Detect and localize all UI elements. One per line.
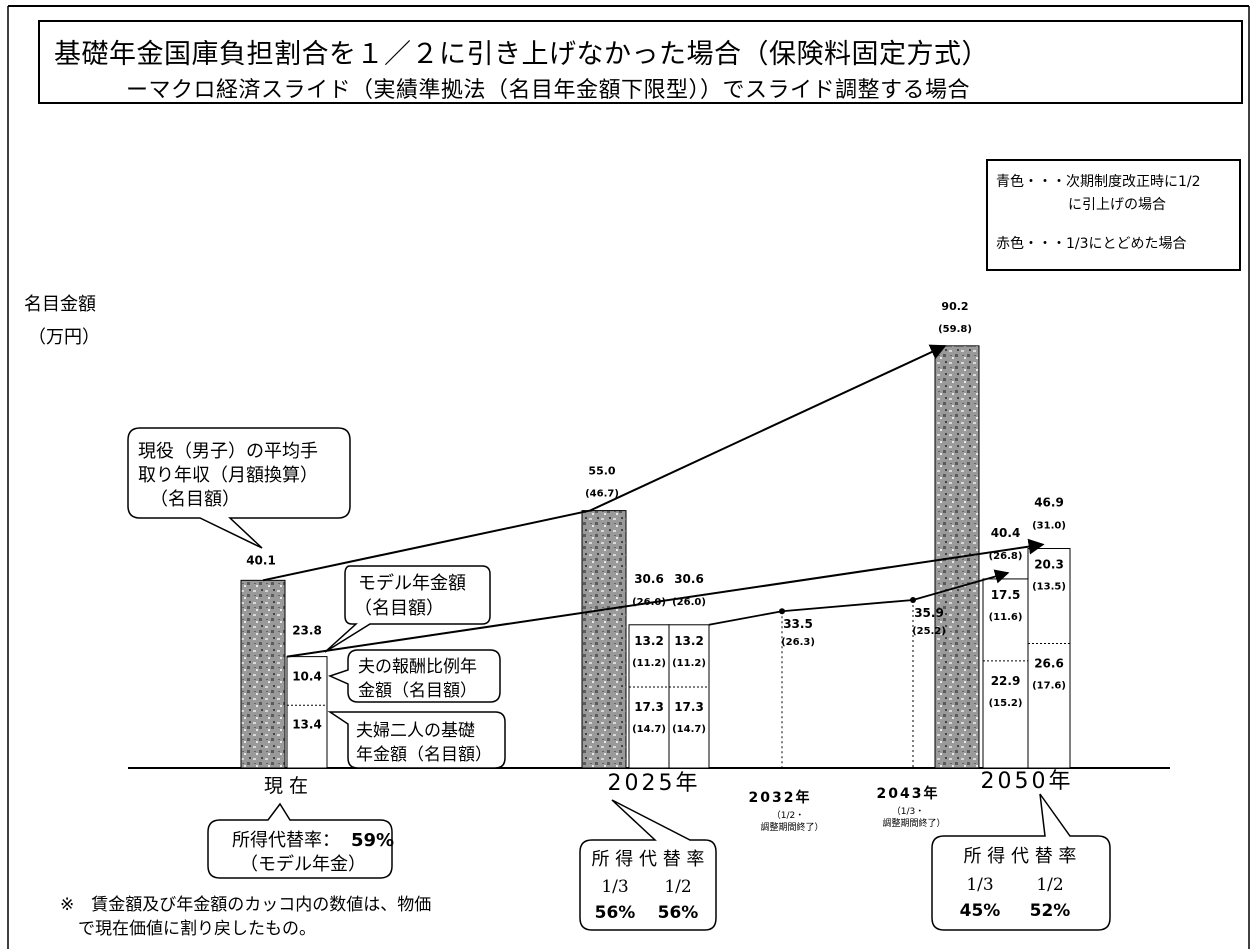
sub-label-2043: （1/3・	[892, 806, 925, 817]
pension-point-label: 33.5	[783, 617, 813, 631]
category-label-2032: 2032年	[749, 789, 812, 806]
callout-kiso-bubble	[327, 711, 506, 769]
pension-bar	[1027, 548, 1071, 769]
hoshu-label: 10.4	[292, 670, 322, 684]
callout-kiso-text: 夫婦二人の基礎	[356, 721, 475, 741]
pension-total-label: 46.9	[1034, 496, 1064, 510]
replacement-2025-value: 56%	[595, 903, 636, 923]
pension-trend-third	[708, 569, 1010, 626]
category-label-2043: 2043年	[877, 785, 940, 802]
replacement-2050-value: 45%	[960, 901, 1001, 921]
pension-point-sublabel: (26.3)	[781, 637, 815, 648]
callout-wage-text: 現役（男子）の平均手	[138, 441, 318, 462]
pension-total-label: 30.6	[634, 572, 664, 586]
hoshu-label: 17.5	[991, 588, 1021, 602]
kiso-label: 22.9	[991, 674, 1021, 688]
hoshu-sublabel: (11.6)	[989, 612, 1023, 623]
wage-bar-sublabel: (59.8)	[938, 324, 972, 335]
y-axis-unit: （万円）	[28, 327, 100, 348]
replacement-now-bubble	[207, 802, 393, 879]
hoshu-sublabel: (11.2)	[672, 658, 706, 669]
wage-bar-label: 55.0	[588, 465, 615, 478]
pension-total-label: 40.4	[991, 526, 1021, 540]
footnote-line2: で現在価値に割り戻したもの。	[78, 919, 316, 939]
pension-bar	[286, 656, 328, 769]
kiso-sublabel: (14.7)	[632, 724, 666, 735]
pension-point-label: 35.9	[914, 606, 944, 620]
callout-kiso-text: 年金額（名目額）	[356, 745, 492, 765]
callout-hoshu-bubble	[327, 649, 501, 703]
footnote-line1: ※ 賃金額及び年金額のカッコ内の数値は、物価	[60, 895, 432, 915]
replacement-now-line2: （モデル年金）	[240, 854, 366, 875]
legend-blue: 青色・・・次期制度改正時に1/2	[996, 174, 1201, 190]
kiso-label: 17.3	[674, 700, 704, 714]
pension-total-sublabel: (26.8)	[989, 551, 1023, 562]
sub-label-2032b: 調整期間終了）	[760, 821, 823, 833]
category-label-2025: 2025年	[608, 771, 701, 796]
hoshu-label: 20.3	[1034, 558, 1064, 572]
replacement-now-prefix: 所得代替率：	[232, 830, 340, 851]
pension-total-sublabel: (31.0)	[1032, 521, 1066, 532]
replacement-2025-case: 1/3	[601, 877, 628, 897]
hoshu-sublabel: (11.2)	[632, 658, 666, 669]
sub-label-2032: （1/2・	[772, 810, 805, 821]
legend-red: 赤色・・・1/3にとどめた場合	[996, 236, 1187, 252]
pension-bar	[628, 624, 670, 769]
callout-model-text: モデル年金額	[358, 573, 466, 594]
hoshu-label: 13.2	[634, 634, 664, 648]
pension-total-label: 30.6	[674, 572, 704, 586]
legend-blue-2: に引上げの場合	[1068, 197, 1166, 213]
kiso-sublabel: (17.6)	[1032, 681, 1066, 692]
legend: 青色・・・次期制度改正時に1/2 に引上げの場合 赤色・・・1/3にとどめた場合	[986, 159, 1241, 271]
y-axis-label: 名目金額	[24, 294, 96, 315]
callout-model-bubble	[324, 565, 491, 653]
replacement-2050-case: 1/3	[966, 875, 993, 895]
wage-bar-sublabel: (46.7)	[585, 489, 619, 500]
hoshu-sublabel: (13.5)	[1032, 582, 1066, 593]
hoshu-label: 13.2	[674, 634, 704, 648]
kiso-label: 17.3	[634, 700, 664, 714]
page-subtitle: ーマクロ経済スライド（実績準拠法（名目年金額下限型））でスライド調整する場合	[126, 78, 971, 103]
kiso-sublabel: (14.7)	[672, 724, 706, 735]
replacement-now-value: 59%	[351, 830, 394, 851]
wage-bar	[581, 510, 627, 769]
wage-bar-label: 90.2	[941, 300, 968, 313]
replacement-2025-title: 所 得 代 替 率	[592, 849, 705, 870]
kiso-label: 13.4	[292, 717, 322, 731]
callout-wage-text: 取り年収（月額換算）	[138, 465, 318, 486]
pension-bar	[668, 624, 710, 769]
pension-trend-half	[286, 538, 1045, 658]
callout-hoshu-text: 金額（名目額）	[358, 681, 477, 701]
pension-total-sublabel: (26.0)	[672, 597, 706, 608]
category-label-now: 現 在	[264, 775, 308, 797]
replacement-2050-title: 所 得 代 替 率	[964, 846, 1077, 867]
callout-model-text: （名目額）	[354, 598, 444, 619]
title-box: 基礎年金国庫負担割合を１／２に引き上げなかった場合（保険料固定方式） ーマクロ経…	[38, 20, 1243, 104]
callout-wage-bubble	[127, 427, 351, 549]
callout-wage-text: （名目額）	[150, 489, 240, 510]
replacement-2025-value: 56%	[658, 903, 699, 923]
page-title: 基礎年金国庫負担割合を１／２に引き上げなかった場合（保険料固定方式）	[54, 39, 989, 70]
replacement-2050-case: 1/2	[1036, 875, 1063, 895]
pension-point-sublabel: (25.2)	[912, 626, 946, 637]
wage-bar	[240, 579, 286, 769]
kiso-label: 26.6	[1034, 657, 1064, 671]
category-label-2050: 2050年	[981, 769, 1074, 794]
callout-hoshu-text: 夫の報酬比例年	[358, 657, 477, 677]
wage-bar-label: 40.1	[246, 553, 276, 567]
replacement-2050-value: 52%	[1030, 901, 1071, 921]
sub-label-2043b: 調整期間終了）	[882, 817, 945, 829]
replacement-2025-case: 1/2	[664, 877, 691, 897]
replacement-2025-bubble	[579, 799, 717, 931]
replacement-2050-bubble	[931, 793, 1111, 931]
wage-trend-line	[262, 344, 947, 582]
kiso-sublabel: (15.2)	[989, 698, 1023, 709]
pension-total-label: 23.8	[292, 624, 322, 638]
